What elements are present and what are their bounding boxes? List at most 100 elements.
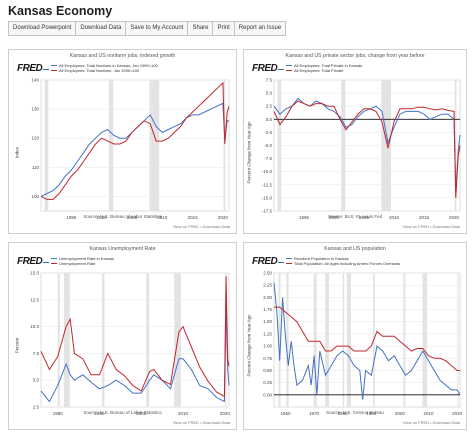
recession-band	[325, 273, 329, 407]
recession-band	[457, 273, 459, 407]
recession-band	[101, 273, 105, 407]
x-tick-label: 2020	[220, 411, 231, 416]
x-tick-label: 1990	[366, 411, 377, 416]
x-tick-label: 2000	[97, 215, 108, 220]
x-tick-label: 1990	[94, 411, 105, 416]
legend-item: All Employees: Total Private	[286, 68, 362, 73]
chart-source: Source: U.S. Census Bureau	[326, 410, 384, 415]
fred-logo-text: FRED	[252, 63, 278, 74]
plot-area[interactable]: -17.5 -15.0 -12.5 -10.0 -7.5 -5.0 -2.5 0.0 2.5 5.…	[256, 78, 464, 221]
y-axis-label: Percent Change from Year Ago	[246, 314, 252, 377]
y-tick-label: 110	[32, 165, 40, 170]
x-tick-label: 1995	[66, 215, 77, 220]
chart-legend: Unemployment Rate in Kansas Unemployment…	[51, 256, 114, 266]
chart-source: Source: U.S. Bureau of Labor Statistics	[83, 214, 162, 219]
y-tick-label: 1.00	[263, 344, 272, 349]
view-on-fred-link[interactable]: View on FRED • Download Data	[172, 420, 230, 425]
y-tick-label: 2.00	[263, 295, 272, 300]
x-tick-label: 1960	[280, 411, 291, 416]
plot-background	[40, 79, 230, 212]
recession-band	[278, 273, 281, 407]
legend-item: All Employees: Total Private in Kansas	[286, 63, 362, 68]
x-tick-label: 2000	[395, 411, 406, 416]
plot-area[interactable]: 2.5 5.0 7.5 10.0 12.5 15.0 1980 1990 2000 2010 202…	[23, 271, 233, 417]
y-tick-label: 10.0	[30, 324, 39, 329]
fred-logo[interactable]: FRED	[17, 256, 50, 267]
y-tick-label: 12.5	[30, 297, 39, 302]
x-tick-label: 2010	[178, 411, 189, 416]
line-chart: 0.00 0.25 0.50 0.75 1.00 1.25 1.50 1.75 2.00 2.25…	[263, 271, 463, 416]
legend-label: Total Population: All Ages including Arm…	[294, 261, 401, 267]
recession-band	[286, 273, 289, 407]
fred-logo[interactable]: FRED	[17, 63, 50, 74]
plot-area[interactable]: 100 110 120 130 140 1995 2000 2005 2010 2015 2020	[23, 78, 233, 221]
x-tick-label: 2010	[389, 215, 400, 220]
chart-title: Kansas and US nonfarm jobs, indexed grow…	[69, 53, 176, 59]
chart-legend: Resident Population in Kansas Total Popu…	[286, 256, 400, 266]
recession-band	[403, 273, 406, 407]
x-tick-label: 2015	[188, 215, 199, 220]
print-button[interactable]: Print	[212, 21, 235, 36]
y-tick-label: 1.75	[263, 307, 272, 312]
view-on-fred-link[interactable]: View on FRED • Download Data	[172, 224, 230, 229]
legend-item: Resident Population in Kansas	[286, 256, 400, 261]
plot-area[interactable]: 0.00 0.25 0.50 0.75 1.00 1.25 1.50 1.75 2.00 2.25…	[256, 271, 464, 417]
recession-band	[223, 80, 226, 211]
line-chart: 100 110 120 130 140 1995 2000 2005 2010 2015 2020	[31, 78, 230, 220]
y-axis-label: Percent	[14, 337, 20, 354]
recession-band	[342, 273, 345, 407]
y-tick-label: -17.5	[262, 209, 273, 214]
page-title: Kansas Economy	[8, 4, 113, 18]
chart-source: Source: U.S. Bureau of Labor Statistics	[83, 410, 162, 415]
chart-legend: All Employees: Total Nonfarm in Kansas, …	[51, 63, 158, 73]
fred-logo[interactable]: FRED	[252, 63, 285, 74]
y-tick-label: 100	[31, 194, 39, 199]
x-tick-label: 2015	[419, 215, 430, 220]
report-issue-button[interactable]: Report an Issue	[233, 21, 287, 36]
legend-swatch	[286, 70, 292, 72]
y-tick-label: 0.0	[266, 117, 273, 122]
y-tick-label: 2.25	[263, 283, 272, 288]
y-tick-label: 0.75	[263, 356, 272, 361]
y-tick-label: 130	[31, 107, 39, 112]
view-on-fred-link[interactable]: View on FRED • Download Data	[402, 224, 460, 229]
y-tick-label: -5.0	[264, 143, 272, 148]
legend-label: Unemployment Rate	[59, 261, 96, 267]
y-tick-label: -7.5	[264, 156, 272, 161]
legend-swatch	[286, 258, 292, 260]
share-button[interactable]: Share	[187, 21, 214, 36]
fred-logo[interactable]: FRED	[252, 256, 285, 267]
recession-band	[422, 273, 428, 407]
y-tick-label: 5.0	[266, 91, 273, 96]
chart-legend: All Employees: Total Private in Kansas A…	[286, 63, 362, 73]
legend-swatch	[51, 258, 57, 260]
series-line	[40, 276, 230, 398]
y-tick-label: -10.0	[262, 169, 273, 174]
chart-title: Kansas and US population	[324, 246, 386, 252]
x-tick-label: 2020	[452, 411, 463, 416]
chart-title: Kansas Unemployment Rate	[89, 246, 156, 252]
download-powerpoint-button[interactable]: Download Powerpoint	[8, 21, 77, 36]
fred-logo-text: FRED	[252, 256, 278, 267]
y-axis-label: Percent Change from Year Ago	[246, 121, 252, 184]
y-tick-label: 120	[31, 136, 39, 141]
series-line	[40, 81, 230, 200]
y-tick-label: -15.0	[262, 195, 273, 200]
x-tick-label: 1980	[53, 411, 64, 416]
x-tick-label: 2005	[127, 215, 138, 220]
legend-label: All Employees: Total Nonfarm, Jan 1990=1…	[59, 68, 140, 74]
series-line	[273, 100, 461, 198]
save-to-account-button[interactable]: Save to My Account	[125, 21, 189, 36]
legend-item: All Employees: Total Nonfarm in Kansas, …	[51, 63, 158, 68]
recession-band	[146, 273, 150, 407]
view-on-fred-link[interactable]: View on FRED • Download Data	[402, 420, 460, 425]
download-data-button[interactable]: Download Data	[75, 21, 127, 36]
chart-panel-unemployment: Kansas Unemployment Rate FRED Unemployme…	[8, 242, 237, 430]
legend-label: All Employees: Total Nonfarm in Kansas, …	[59, 63, 158, 68]
series-line	[40, 305, 230, 403]
y-tick-label: 2.5	[33, 405, 40, 410]
legend-label: All Employees: Total Private in Kansas	[294, 63, 363, 68]
fred-logo-text: FRED	[17, 256, 43, 267]
fred-logo-graph-icon	[43, 64, 50, 70]
series-line	[274, 306, 460, 371]
